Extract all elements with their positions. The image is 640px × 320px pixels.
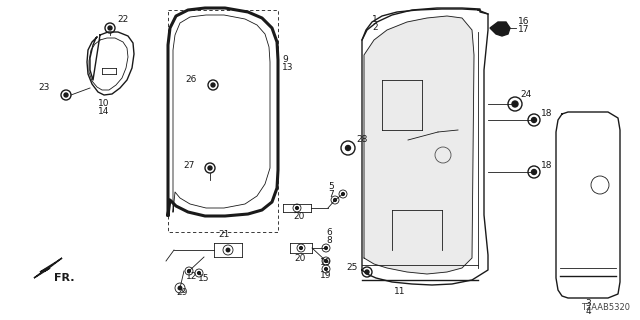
Text: 12: 12 <box>186 272 198 281</box>
Circle shape <box>531 170 536 174</box>
Text: 23: 23 <box>38 83 50 92</box>
Circle shape <box>324 268 328 270</box>
Text: 20: 20 <box>294 254 306 263</box>
Text: FR.: FR. <box>54 273 74 283</box>
Text: 2: 2 <box>372 23 378 32</box>
Circle shape <box>198 272 200 274</box>
Circle shape <box>108 26 112 30</box>
Text: 7: 7 <box>328 190 333 199</box>
Circle shape <box>512 101 518 107</box>
Text: 22: 22 <box>117 15 128 24</box>
Text: 6: 6 <box>326 228 332 237</box>
Text: 15: 15 <box>198 274 210 283</box>
Text: 13: 13 <box>282 63 294 72</box>
Polygon shape <box>364 16 474 274</box>
Circle shape <box>227 248 230 252</box>
Circle shape <box>179 286 182 290</box>
Polygon shape <box>490 22 510 36</box>
Circle shape <box>365 270 369 274</box>
Text: 19: 19 <box>320 271 332 280</box>
Text: 9: 9 <box>282 55 288 64</box>
Circle shape <box>342 193 344 196</box>
Text: 28: 28 <box>356 135 367 144</box>
Polygon shape <box>34 258 62 278</box>
Text: 16: 16 <box>518 17 529 26</box>
Circle shape <box>531 117 536 123</box>
Text: T2AAB5320: T2AAB5320 <box>581 303 630 312</box>
Text: 8: 8 <box>326 236 332 245</box>
Text: 18: 18 <box>541 161 552 170</box>
Text: 17: 17 <box>518 25 529 34</box>
Text: 10: 10 <box>99 99 109 108</box>
Text: 11: 11 <box>394 287 406 296</box>
Text: 14: 14 <box>99 107 109 116</box>
Circle shape <box>324 260 328 262</box>
Text: 1: 1 <box>372 15 378 24</box>
Text: 5: 5 <box>328 182 333 191</box>
Circle shape <box>208 166 212 170</box>
Circle shape <box>333 199 337 201</box>
Text: 4: 4 <box>585 307 591 316</box>
Text: 19: 19 <box>320 258 332 267</box>
Circle shape <box>188 269 191 272</box>
Text: 21: 21 <box>218 230 229 239</box>
Text: 18: 18 <box>541 109 552 118</box>
Text: 27: 27 <box>184 161 195 170</box>
Circle shape <box>346 146 351 150</box>
Text: 24: 24 <box>520 90 531 99</box>
Circle shape <box>296 207 298 209</box>
Circle shape <box>324 247 328 249</box>
Text: 20: 20 <box>293 212 305 221</box>
Text: 29: 29 <box>176 288 188 297</box>
Text: 25: 25 <box>347 263 358 272</box>
Circle shape <box>300 247 302 249</box>
Circle shape <box>64 93 68 97</box>
Text: 26: 26 <box>186 75 197 84</box>
Circle shape <box>211 83 215 87</box>
Text: 3: 3 <box>585 299 591 308</box>
